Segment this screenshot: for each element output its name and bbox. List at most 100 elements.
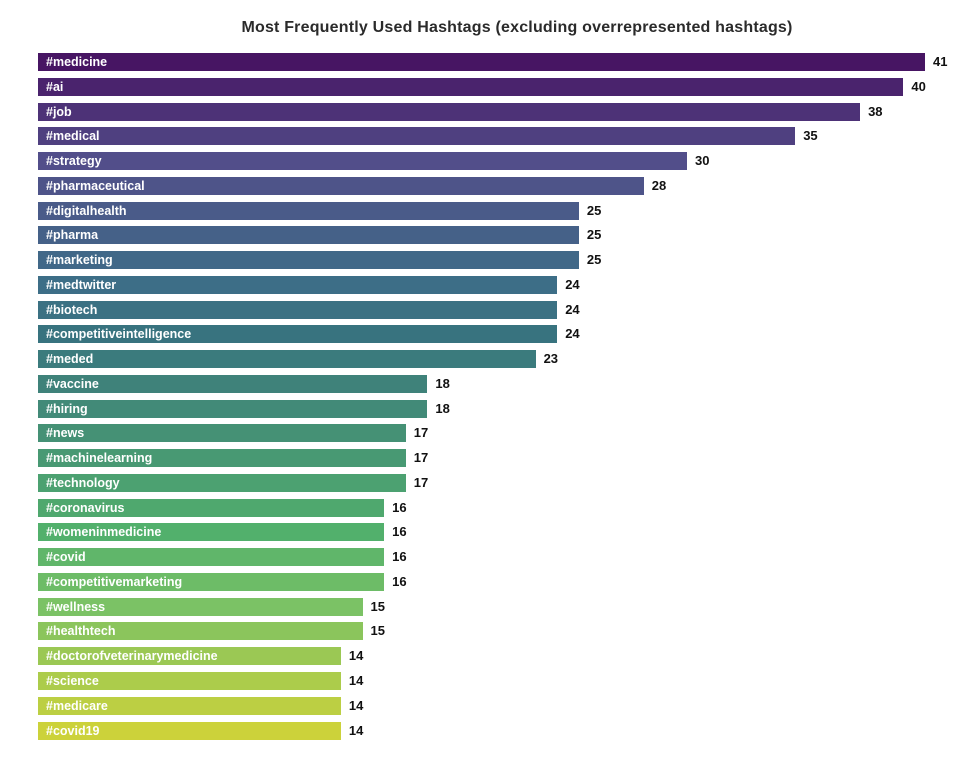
bar: #medicine <box>38 53 925 71</box>
bar-category-label: #medtwitter <box>46 277 117 292</box>
bar-value-label: 28 <box>651 177 667 193</box>
bar: #ai <box>38 77 904 96</box>
bar-category-label: #healthtech <box>46 624 116 639</box>
bar-category-label: #machinelearning <box>46 451 153 466</box>
bar-row: #medicine 41 <box>38 53 947 71</box>
bar-value-label: 18 <box>435 400 450 416</box>
bar: #science <box>38 672 341 690</box>
chart-title: Most Frequently Used Hashtags (excluding… <box>241 19 793 36</box>
bar: #medtwitter <box>38 275 558 294</box>
bar-value-label: 14 <box>348 673 364 688</box>
bar-value-label: 14 <box>348 648 364 664</box>
bar-value-label: 17 <box>413 425 429 441</box>
bar-row: #marketing 25 <box>38 251 602 270</box>
bar-row: #healthtech 15 <box>38 622 385 641</box>
bar-row: #strategy 30 <box>38 152 710 171</box>
bar-row: #ai 40 <box>38 77 926 96</box>
bar: #digitalhealth <box>38 201 579 220</box>
bar-row: #competitivemarketing 16 <box>38 572 407 591</box>
bar-category-label: #covid19 <box>46 723 100 738</box>
bar-category-label: #ai <box>46 79 64 94</box>
bar: #pharmaceutical <box>38 176 644 195</box>
bar-value-label: 24 <box>565 276 580 292</box>
bar-value-label: 38 <box>868 103 883 119</box>
bar-category-label: #news <box>46 426 85 441</box>
bar-row: #technology 17 <box>38 473 429 492</box>
bar-category-label: #technology <box>46 475 120 490</box>
bar: #covid <box>38 548 385 567</box>
bar: #medical <box>38 127 796 146</box>
bar-category-label: #pharma <box>46 228 99 243</box>
bar-row: #doctorofveterinarymedicine 14 <box>38 647 364 666</box>
bar: #pharma <box>38 226 579 245</box>
bar: #competitivemarketing <box>38 572 385 591</box>
bar-value-label: 25 <box>586 252 602 268</box>
bar-row: #coronavirus 16 <box>38 498 407 517</box>
bar-row: #meded 23 <box>38 350 559 369</box>
bar-value-label: 41 <box>932 54 948 69</box>
bar-category-label: #competitiveintelligence <box>46 327 192 342</box>
bar-value-label: 30 <box>695 153 710 169</box>
bar-row: #news 17 <box>38 424 429 443</box>
bar-row: #medtwitter 24 <box>38 275 580 294</box>
bar-row: #biotech 24 <box>38 300 580 319</box>
bar-category-label: #biotech <box>46 302 98 317</box>
bar-category-label: #doctorofveterinarymedicine <box>46 649 218 664</box>
bar-value-label: 24 <box>565 301 580 317</box>
bar-row: #womeninmedicine 16 <box>38 523 407 542</box>
bar: #technology <box>38 473 406 492</box>
bar-category-label: #job <box>46 104 72 119</box>
bar-category-label: #pharmaceutical <box>46 178 145 193</box>
bar-value-label: 16 <box>392 549 407 565</box>
bar-value-label: 23 <box>543 351 559 367</box>
bar-value-label: 15 <box>370 598 385 614</box>
bar: #vaccine <box>38 374 428 393</box>
bar-row: #science 14 <box>38 672 363 690</box>
bar-value-label: 16 <box>392 573 407 589</box>
bar-row: #pharma 25 <box>38 226 602 245</box>
bar-row: #job 38 <box>38 102 883 121</box>
bar-category-label: #wellness <box>46 599 106 614</box>
bar-category-label: #coronavirus <box>46 500 125 515</box>
bar: #competitiveintelligence <box>38 325 558 344</box>
bar-category-label: #marketing <box>46 253 113 268</box>
bar-row: #medical 35 <box>38 127 818 146</box>
bar-row: #digitalhealth 25 <box>38 201 602 220</box>
bar-row: #vaccine 18 <box>38 374 450 393</box>
bar-row: #pharmaceutical 28 <box>38 176 667 195</box>
bar-value-label: 14 <box>348 697 364 713</box>
bar-value-label: 16 <box>392 524 407 540</box>
bar-row: #hiring 18 <box>38 399 450 418</box>
bar-row: #covid19 14 <box>38 721 363 740</box>
bar-value-label: 16 <box>392 499 407 515</box>
bar: #medicare <box>38 696 341 715</box>
bar: #machinelearning <box>38 449 406 468</box>
bar: #healthtech <box>38 622 363 641</box>
bar: #coronavirus <box>38 498 385 517</box>
bar-category-label: #vaccine <box>46 376 99 391</box>
bar-value-label: 25 <box>586 202 602 218</box>
bar-category-label: #science <box>46 674 99 688</box>
bar-value-label: 17 <box>413 474 429 490</box>
bar-value-label: 18 <box>435 375 450 391</box>
bar: #strategy <box>38 152 688 171</box>
bar: #biotech <box>38 300 558 319</box>
bar-category-label: #digitalhealth <box>46 203 127 218</box>
bar: #doctorofveterinarymedicine <box>38 647 341 666</box>
bar-category-label: #meded <box>46 352 94 367</box>
bar-value-label: 25 <box>586 227 602 243</box>
bar-row: #medicare 14 <box>38 696 364 715</box>
bar: #wellness <box>38 597 363 616</box>
bar: #covid19 <box>38 721 341 740</box>
bar-category-label: #covid <box>46 550 86 565</box>
bar-category-label: #medicine <box>46 55 108 69</box>
bar: #hiring <box>38 399 428 418</box>
bar: #meded <box>38 350 536 369</box>
bar-value-label: 17 <box>413 450 429 466</box>
bar-row: #machinelearning 17 <box>38 449 429 468</box>
bar-category-label: #medicare <box>46 698 108 713</box>
bar-row: #covid 16 <box>38 548 407 567</box>
bar-value-label: 15 <box>370 623 385 639</box>
